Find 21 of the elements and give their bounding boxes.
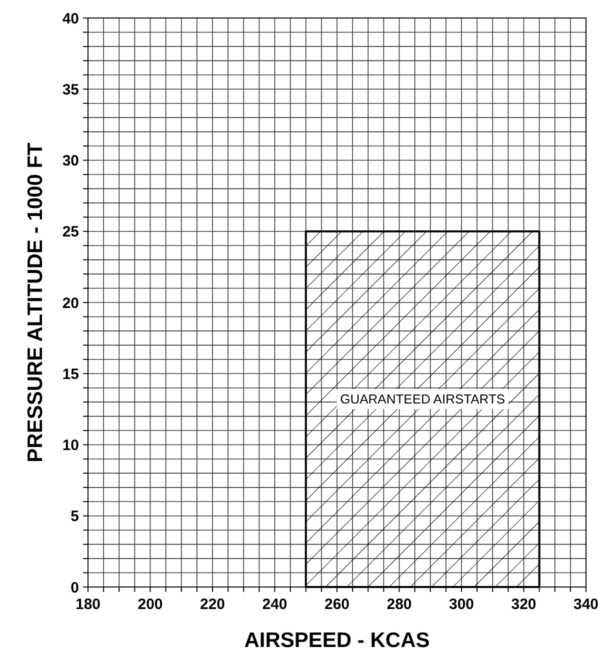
x-tick-label: 180 <box>75 596 101 613</box>
x-tick-label: 320 <box>511 596 536 613</box>
x-tick-label: 260 <box>324 596 350 613</box>
x-tick-label: 220 <box>200 596 226 613</box>
y-tick-label: 25 <box>62 224 79 241</box>
annotation: GUARANTEED AIRSTARTS <box>340 392 506 407</box>
y-tick-label: 40 <box>62 10 79 28</box>
y-tick-label: 0 <box>70 579 79 596</box>
y-tick-label: 15 <box>62 366 79 383</box>
x-tick-label: 240 <box>262 596 288 613</box>
x-tick-label: 300 <box>448 596 474 613</box>
y-tick-label: 35 <box>62 81 79 98</box>
x-tick-label: 340 <box>573 596 599 613</box>
y-tick-label: 30 <box>62 152 79 170</box>
y-tick-label: 20 <box>62 294 79 312</box>
y-tick-label: 10 <box>62 437 79 454</box>
x-axis-title: AIRSPEED - KCAS <box>244 629 430 652</box>
y-axis-title: PRESSURE ALTITUDE - 1000 FT <box>24 142 47 462</box>
y-tick-label: 5 <box>70 508 79 526</box>
x-tick-label: 280 <box>386 596 412 613</box>
x-tick-label: 200 <box>138 596 163 613</box>
